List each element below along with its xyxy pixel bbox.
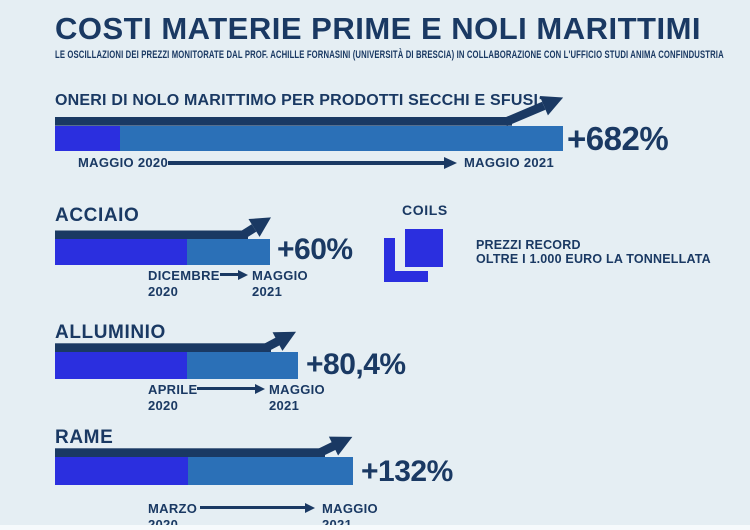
coils-note-line2: OLTRE I 1.000 EURO LA TONNELLATA bbox=[476, 252, 711, 266]
coil-icon-square bbox=[405, 229, 443, 267]
pct-change: +682% bbox=[567, 120, 669, 157]
pct-change: +60% bbox=[277, 233, 353, 266]
bar-segment-end bbox=[188, 457, 353, 485]
coils-note-line1: PREZZI RECORD bbox=[476, 238, 581, 252]
period-end-year: 2021 bbox=[269, 398, 300, 413]
bar-segment-start bbox=[55, 239, 187, 266]
alluminio-bar bbox=[55, 352, 298, 379]
section-heading: ALLUMINIO bbox=[55, 322, 166, 343]
page-title: COSTI MATERIE PRIME E NOLI MARITTIMI bbox=[55, 11, 702, 46]
period-start-month: MARZO bbox=[148, 501, 198, 516]
period-end: MAGGIO 2021 bbox=[464, 155, 554, 170]
trend-arrow-icon bbox=[55, 331, 297, 353]
period-start-year: 2020 bbox=[148, 398, 179, 413]
period-start: MAGGIO 2020 bbox=[78, 155, 168, 170]
period-arrow-icon bbox=[197, 387, 255, 390]
pct-change: +80,4% bbox=[306, 348, 406, 381]
freight-bar bbox=[55, 125, 563, 152]
bar-segment-start bbox=[55, 125, 120, 152]
coils-label: COILS bbox=[402, 202, 448, 218]
pct-change: +132% bbox=[361, 455, 453, 488]
bar-segment-end bbox=[187, 239, 270, 266]
rame-bar bbox=[55, 457, 353, 485]
bar-segment-end bbox=[187, 352, 298, 379]
coil-icon-l-vertical bbox=[384, 238, 395, 282]
trend-arrow-icon bbox=[55, 217, 271, 240]
period-end-year: 2021 bbox=[252, 284, 283, 299]
section-heading: RAME bbox=[55, 427, 114, 448]
period-start-month: APRILE bbox=[148, 382, 198, 397]
bar-segment-start bbox=[55, 457, 188, 485]
page-subtitle: LE OSCILLAZIONI DEI PREZZI MONITORATE DA… bbox=[55, 49, 724, 61]
period-arrow-icon bbox=[220, 273, 238, 276]
period-end-month: MAGGIO bbox=[252, 268, 308, 283]
period-end-month: MAGGIO bbox=[322, 501, 378, 516]
period-start-month: DICEMBRE bbox=[148, 268, 220, 283]
trend-arrow-icon bbox=[55, 96, 564, 127]
trend-arrow-icon bbox=[55, 436, 353, 458]
section-heading: ONERI DI NOLO MARITTIMO PER PRODOTTI SEC… bbox=[55, 92, 544, 109]
period-end-month: MAGGIO bbox=[269, 382, 325, 397]
section-heading: ACCIAIO bbox=[55, 205, 140, 226]
bar-segment-start bbox=[55, 352, 187, 379]
bottom-strip bbox=[0, 525, 750, 530]
coil-icon-l-horizontal bbox=[384, 271, 428, 282]
acciaio-bar bbox=[55, 239, 270, 266]
period-arrow-icon bbox=[168, 161, 444, 165]
bar-segment-end bbox=[120, 125, 563, 152]
period-arrow-icon bbox=[200, 506, 305, 509]
period-start-year: 2020 bbox=[148, 284, 179, 299]
